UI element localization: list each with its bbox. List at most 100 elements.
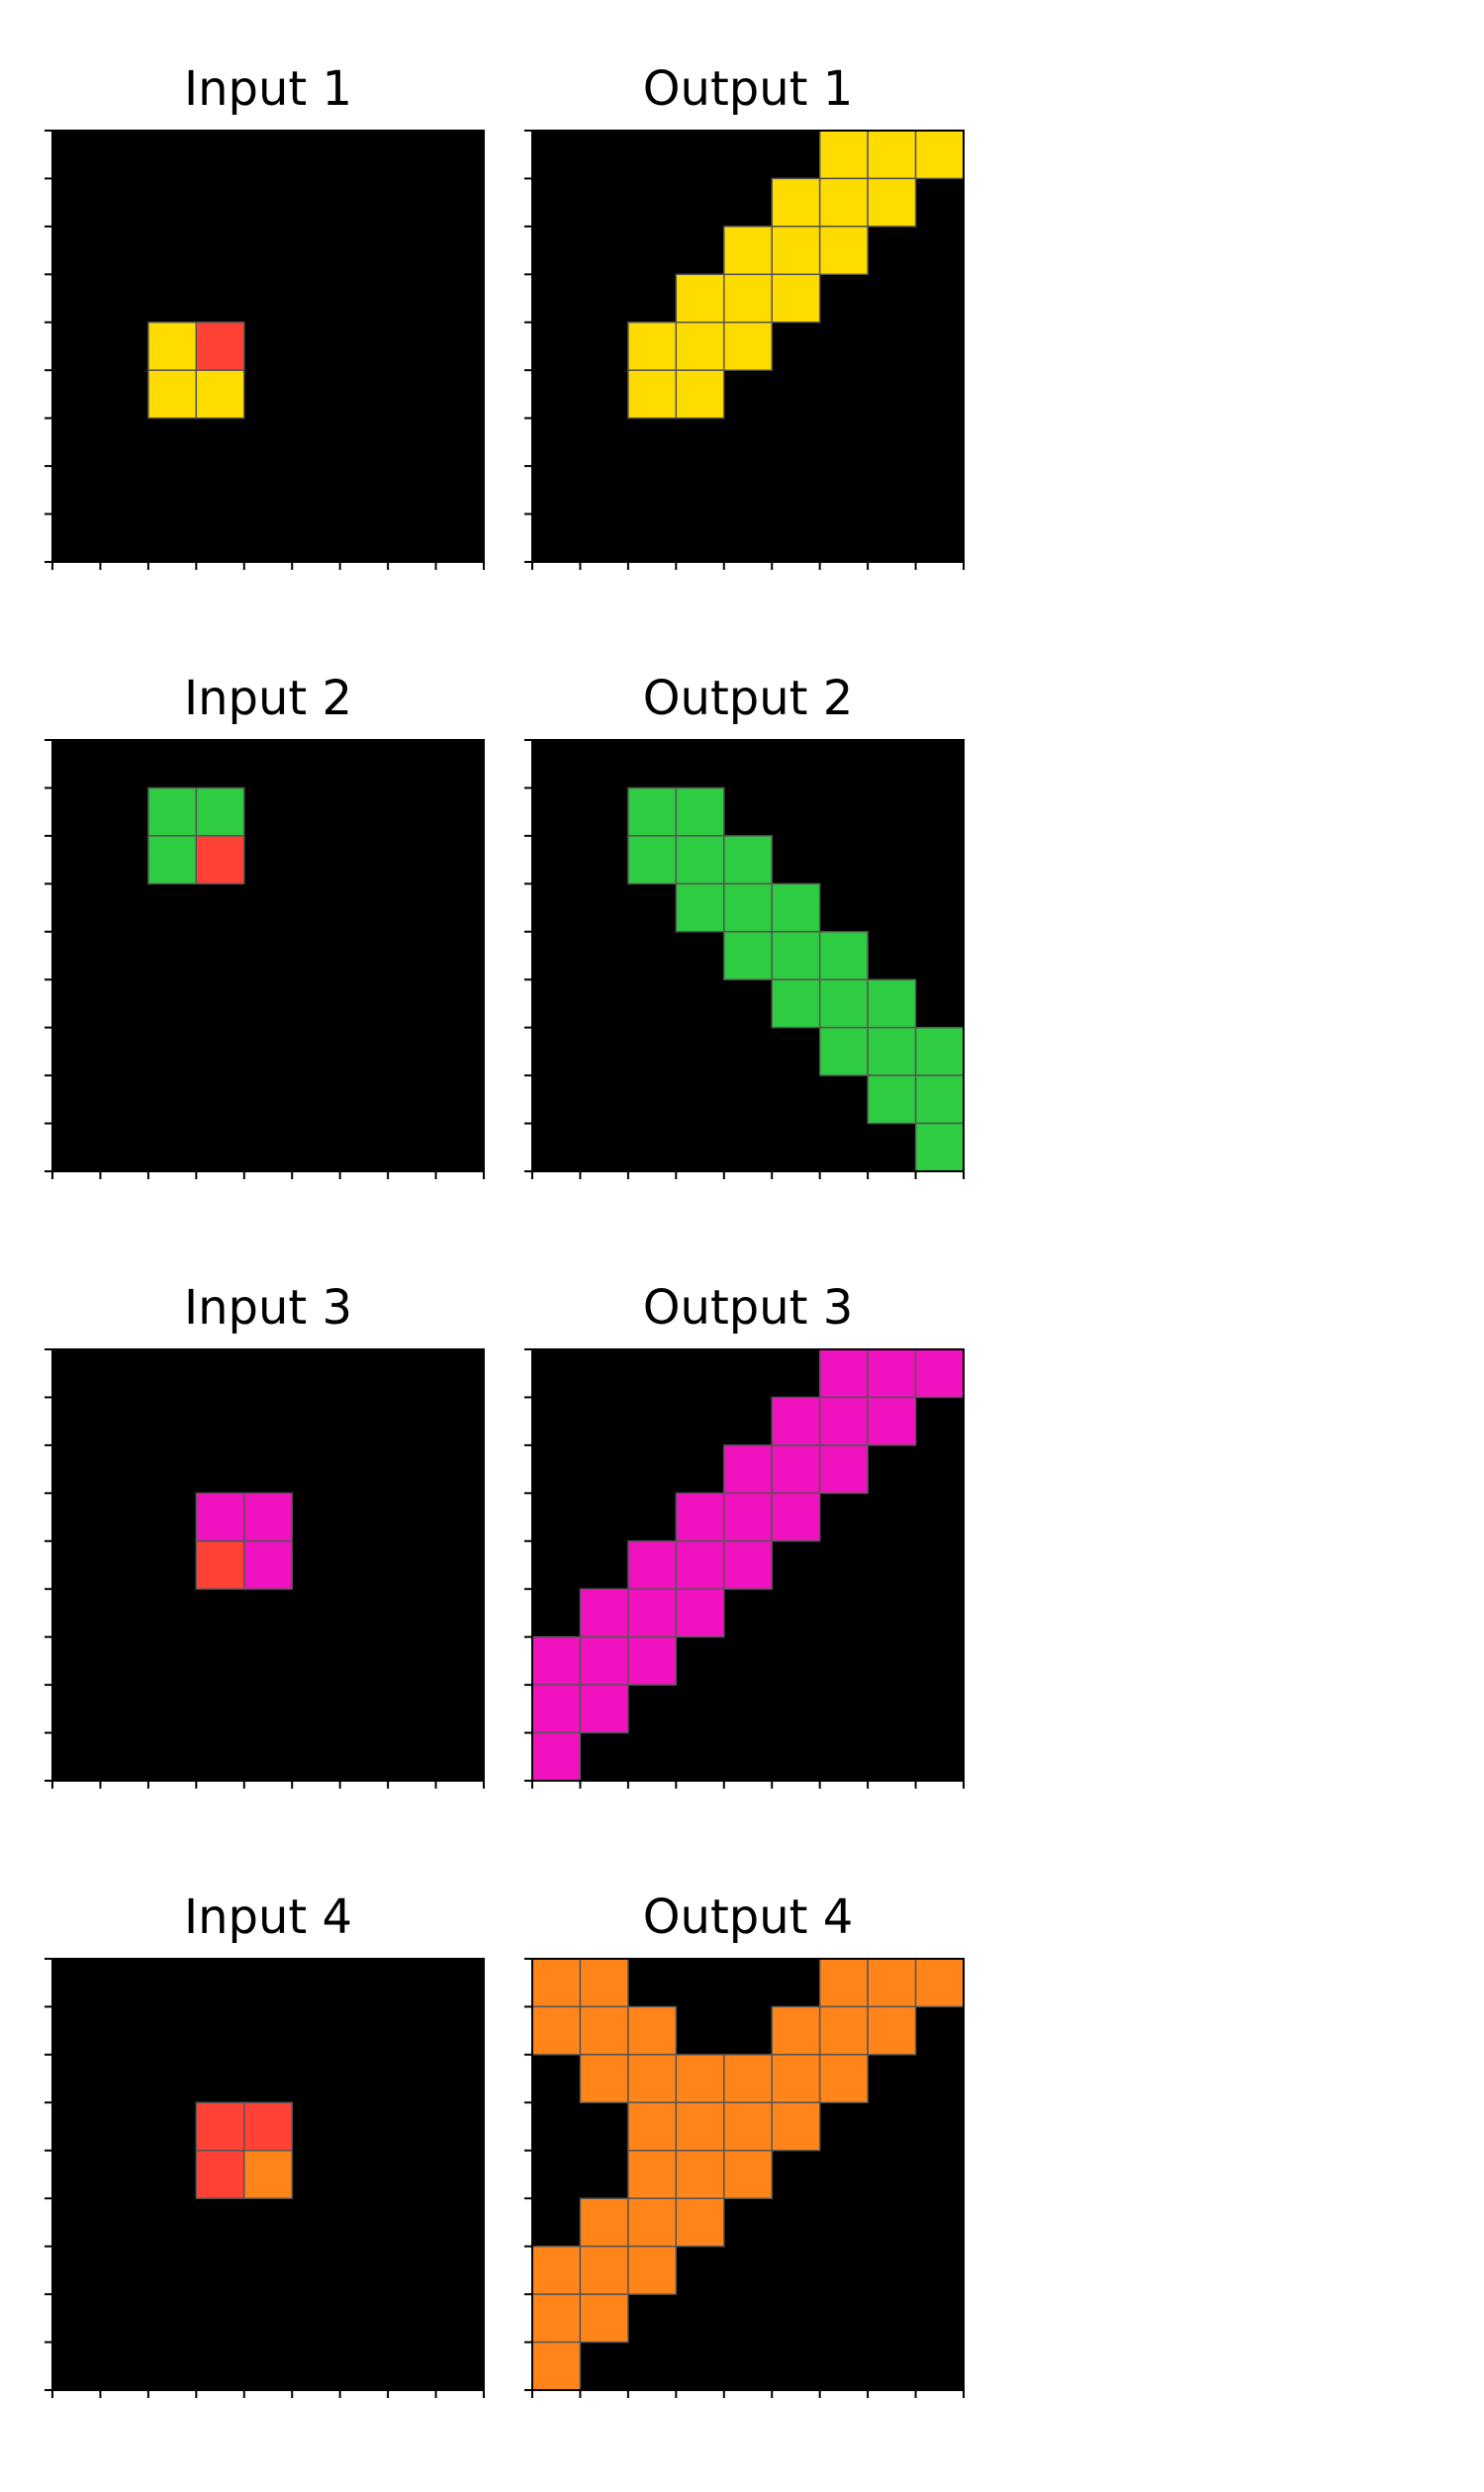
input-grid-4: Input 4 bbox=[45, 1890, 485, 2398]
output-grid-3: Output 3 bbox=[524, 1280, 965, 1789]
grid-cell bbox=[531, 1635, 582, 1686]
grid-cell bbox=[771, 2101, 821, 2152]
grid-cell bbox=[675, 2150, 725, 2199]
grid-cell bbox=[531, 2245, 582, 2295]
grid-cell bbox=[627, 2005, 678, 2056]
grid-cell bbox=[914, 1026, 965, 1076]
grid-cell bbox=[675, 273, 725, 323]
grid-cell bbox=[723, 882, 773, 933]
grid-cell bbox=[675, 2054, 725, 2104]
grid-cell bbox=[771, 1492, 821, 1542]
grid-cell bbox=[531, 2341, 582, 2391]
grid-cell bbox=[531, 1731, 582, 1782]
grid-cell bbox=[867, 978, 917, 1029]
grid-cell bbox=[867, 1026, 917, 1076]
grid-cell bbox=[723, 226, 773, 276]
grid-cell bbox=[818, 1958, 869, 2008]
grid-cell bbox=[627, 835, 678, 885]
grid-cell bbox=[818, 2005, 869, 2056]
grid-cell bbox=[627, 1635, 678, 1686]
output-grid-1: Output 1 bbox=[524, 61, 965, 570]
grid-cell bbox=[675, 1588, 725, 1638]
grid-frame bbox=[51, 739, 485, 1172]
grid-cell bbox=[818, 1348, 869, 1399]
grid-cell bbox=[195, 369, 245, 419]
grid-cell bbox=[579, 2245, 629, 2295]
grid-cell bbox=[579, 1588, 629, 1638]
grid-cell bbox=[579, 2005, 629, 2056]
input-title-3: Input 3 bbox=[184, 1280, 352, 1336]
grid-cell bbox=[818, 1444, 869, 1495]
grid-background bbox=[52, 131, 484, 562]
grid-cell bbox=[627, 2054, 678, 2104]
input-grid-1: Input 1 bbox=[45, 61, 485, 570]
grid-cell bbox=[195, 2150, 245, 2199]
grid-cell bbox=[579, 1958, 629, 2008]
grid-cell bbox=[818, 226, 869, 276]
grid-cell bbox=[818, 1396, 869, 1446]
grid-cell bbox=[531, 2005, 582, 2056]
grid-cell bbox=[627, 2101, 678, 2152]
grid-cell bbox=[914, 1958, 965, 2008]
grid-frame bbox=[531, 1348, 965, 1782]
grid-cell bbox=[771, 177, 821, 228]
grid-cell bbox=[818, 931, 869, 980]
grid-frame bbox=[51, 1958, 485, 2391]
grid-cell bbox=[914, 1074, 965, 1125]
input-title-2: Input 2 bbox=[184, 671, 352, 726]
grid-cell bbox=[531, 2293, 582, 2344]
grid-cell bbox=[675, 369, 725, 419]
grid-cell bbox=[243, 2150, 293, 2199]
grid-cell bbox=[723, 1540, 773, 1590]
grid-cell bbox=[675, 1540, 725, 1590]
grid-cell bbox=[771, 978, 821, 1029]
grid-cell bbox=[147, 322, 198, 371]
grid-background bbox=[52, 740, 484, 1171]
grid-cell bbox=[818, 978, 869, 1029]
grid-cell bbox=[243, 1540, 293, 1590]
grid-cell bbox=[867, 2005, 917, 2056]
grid-cell bbox=[675, 1492, 725, 1542]
grid-cell bbox=[867, 1348, 917, 1399]
grid-cell bbox=[531, 1684, 582, 1734]
grid-cell bbox=[675, 786, 725, 837]
grid-cell bbox=[914, 130, 965, 180]
grid-cell bbox=[771, 1396, 821, 1446]
grid-cell bbox=[627, 2150, 678, 2199]
grid-cell bbox=[531, 1958, 582, 2008]
output-grid-4: Output 4 bbox=[524, 1890, 965, 2398]
output-title-1: Output 1 bbox=[643, 61, 854, 117]
grid-cell bbox=[723, 273, 773, 323]
output-grid-2: Output 2 bbox=[524, 671, 965, 1179]
output-title-3: Output 3 bbox=[643, 1280, 854, 1336]
grid-cell bbox=[579, 2054, 629, 2104]
grid-cell bbox=[723, 2101, 773, 2152]
grid-cell bbox=[771, 931, 821, 980]
grid-cell bbox=[147, 786, 198, 837]
grid-frame bbox=[531, 739, 965, 1172]
grid-cell bbox=[579, 1684, 629, 1734]
grid-cell bbox=[914, 1122, 965, 1172]
grid-cell bbox=[627, 1540, 678, 1590]
input-title-4: Input 4 bbox=[184, 1890, 352, 1945]
grid-cell bbox=[723, 1492, 773, 1542]
grid-cell bbox=[723, 835, 773, 885]
grid-cell bbox=[675, 322, 725, 371]
grid-cell bbox=[771, 226, 821, 276]
grid-frame bbox=[51, 1348, 485, 1782]
grid-frame bbox=[51, 130, 485, 563]
grid-cell bbox=[195, 1492, 245, 1542]
grid-cell bbox=[914, 1348, 965, 1399]
grid-cell bbox=[723, 2150, 773, 2199]
grid-cell bbox=[818, 2054, 869, 2104]
grid-cell bbox=[771, 1444, 821, 1495]
grid-cell bbox=[243, 2101, 293, 2152]
grid-cell bbox=[818, 1026, 869, 1076]
grid-cell bbox=[675, 2197, 725, 2248]
grid-cell bbox=[867, 1396, 917, 1446]
grid-cell bbox=[723, 1444, 773, 1495]
grid-cell bbox=[579, 2293, 629, 2344]
grid-cell bbox=[627, 786, 678, 837]
input-title-1: Input 1 bbox=[184, 61, 352, 117]
